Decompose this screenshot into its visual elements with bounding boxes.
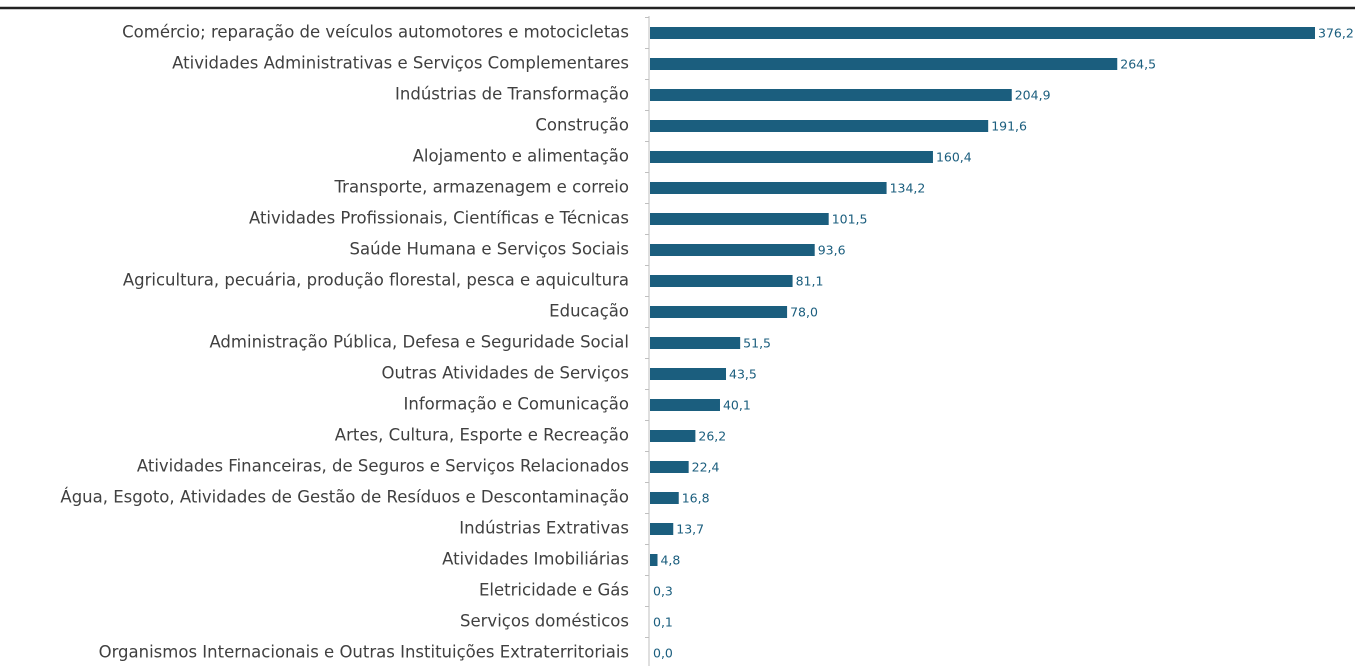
value-label: 101,5 bbox=[832, 212, 868, 227]
value-label: 16,8 bbox=[682, 491, 710, 506]
category-label: Atividades Administrativas e Serviços Co… bbox=[172, 54, 629, 73]
value-label: 78,0 bbox=[790, 305, 818, 320]
category-label: Administração Pública, Defesa e Segurida… bbox=[209, 333, 629, 352]
bar bbox=[650, 461, 689, 473]
bar bbox=[650, 275, 793, 287]
category-label: Indústrias de Transformação bbox=[395, 85, 629, 104]
value-label: 134,2 bbox=[890, 181, 926, 196]
value-label: 43,5 bbox=[729, 367, 757, 382]
bar bbox=[650, 399, 720, 411]
category-label: Educação bbox=[549, 302, 629, 321]
bar bbox=[650, 368, 727, 380]
value-label: 93,6 bbox=[818, 243, 846, 258]
bar bbox=[650, 523, 674, 535]
value-label: 26,2 bbox=[698, 429, 726, 444]
bar bbox=[650, 430, 696, 442]
category-label: Agricultura, pecuária, produção floresta… bbox=[123, 271, 629, 290]
value-label: 264,5 bbox=[1120, 57, 1156, 72]
bar bbox=[650, 244, 815, 256]
bar bbox=[650, 554, 658, 566]
value-label: 160,4 bbox=[936, 150, 972, 165]
bar bbox=[650, 58, 1118, 70]
bar bbox=[650, 120, 989, 132]
category-label: Eletricidade e Gás bbox=[479, 581, 629, 600]
value-label: 0,3 bbox=[653, 584, 673, 599]
category-label: Organismos Internacionais e Outras Insti… bbox=[99, 643, 629, 662]
category-label: Outras Atividades de Serviços bbox=[382, 364, 630, 383]
value-label: 0,1 bbox=[653, 615, 673, 630]
category-label: Comércio; reparação de veículos automoto… bbox=[122, 23, 629, 42]
bar bbox=[650, 492, 679, 504]
category-label: Atividades Profissionais, Científicas e … bbox=[249, 209, 629, 228]
value-label: 81,1 bbox=[796, 274, 824, 289]
value-label: 22,4 bbox=[692, 460, 720, 475]
value-label: 0,0 bbox=[653, 646, 673, 661]
bar bbox=[650, 337, 741, 349]
value-label: 376,2 bbox=[1318, 26, 1354, 41]
value-label: 40,1 bbox=[723, 398, 751, 413]
category-label: Água, Esgoto, Atividades de Gestão de Re… bbox=[60, 488, 629, 507]
value-label: 4,8 bbox=[660, 553, 680, 568]
value-label: 13,7 bbox=[676, 522, 704, 537]
bar bbox=[650, 151, 933, 163]
bar bbox=[650, 182, 887, 194]
value-label: 191,6 bbox=[991, 119, 1027, 134]
bar bbox=[650, 27, 1315, 39]
category-label: Saúde Humana e Serviços Sociais bbox=[350, 240, 629, 259]
value-label: 204,9 bbox=[1015, 88, 1051, 103]
value-label: 51,5 bbox=[743, 336, 771, 351]
category-label: Serviços domésticos bbox=[460, 612, 629, 631]
category-label: Construção bbox=[535, 116, 629, 135]
category-label: Atividades Imobiliárias bbox=[442, 550, 629, 569]
category-label: Artes, Cultura, Esporte e Recreação bbox=[335, 426, 629, 445]
category-label: Alojamento e alimentação bbox=[413, 147, 629, 166]
category-label: Informação e Comunicação bbox=[404, 395, 629, 414]
bar bbox=[650, 306, 788, 318]
bar bbox=[650, 213, 829, 225]
category-label: Transporte, armazenagem e correio bbox=[334, 178, 630, 197]
category-label: Indústrias Extrativas bbox=[459, 519, 629, 538]
category-label: Atividades Financeiras, de Seguros e Ser… bbox=[137, 457, 629, 476]
bar bbox=[650, 89, 1012, 101]
